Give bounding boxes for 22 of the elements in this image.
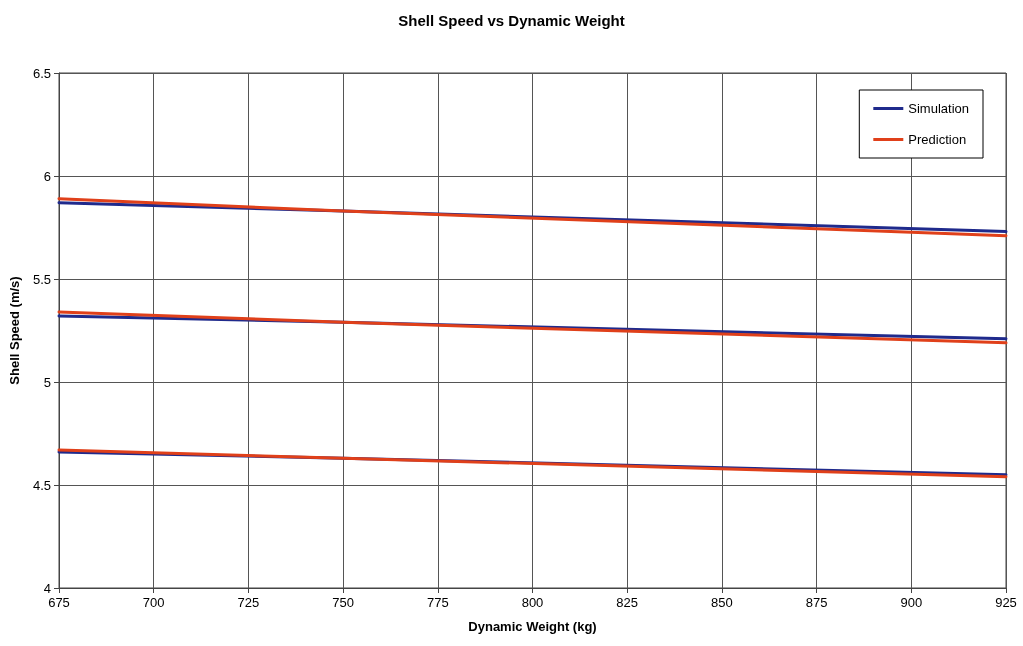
chart-title: Shell Speed vs Dynamic Weight <box>398 12 625 29</box>
x-tick-label: 775 <box>426 595 449 610</box>
x-tick-label: 800 <box>521 595 544 610</box>
x-axis-title: Dynamic Weight (kg) <box>468 619 597 634</box>
y-tick-label: 6.5 <box>32 65 51 81</box>
x-tick-label: 875 <box>805 595 828 610</box>
y-tick-label: 5 <box>43 374 51 390</box>
legend-label: Prediction <box>908 132 967 147</box>
legend-label: Simulation <box>908 101 970 116</box>
y-tick-label: 5.5 <box>32 271 51 287</box>
x-tick-label: 900 <box>900 595 923 610</box>
x-tick-label: 850 <box>711 595 733 610</box>
x-tick-label: 750 <box>332 595 354 610</box>
x-tick-label: 700 <box>142 595 165 610</box>
y-tick-label: 6 <box>43 168 51 184</box>
y-axis-title: Shell Speed (m/s) <box>7 276 22 385</box>
x-tick-label: 675 <box>48 595 70 610</box>
x-tick-label: 825 <box>616 595 639 610</box>
x-tick-label: 925 <box>995 595 1017 610</box>
y-tick-label: 4 <box>43 580 51 596</box>
x-tick-label: 725 <box>237 595 260 610</box>
y-tick-label: 4.5 <box>32 477 51 493</box>
